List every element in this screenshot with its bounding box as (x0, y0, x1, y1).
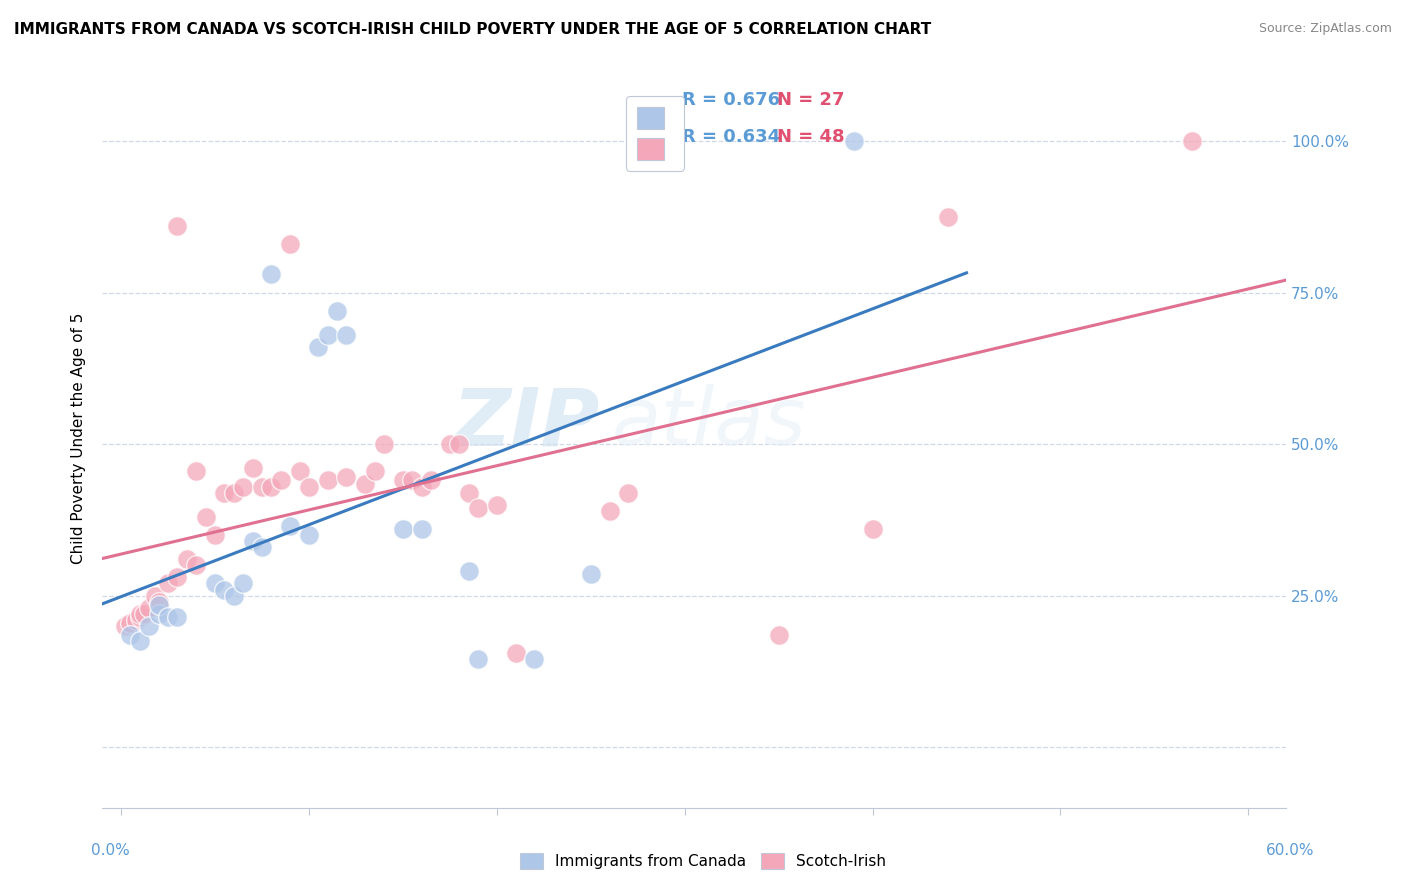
Point (204, 528, 226, 542)
Point (260, 479, 283, 493)
Point (176, 552, 198, 566)
Point (420, 474, 443, 488)
Text: IMMIGRANTS FROM CANADA VS SCOTCH-IRISH CHILD POVERTY UNDER THE AGE OF 5 CORRELAT: IMMIGRANTS FROM CANADA VS SCOTCH-IRISH C… (14, 22, 931, 37)
Text: Source: ZipAtlas.com: Source: ZipAtlas.com (1258, 22, 1392, 36)
Point (316, 474, 339, 488)
Point (401, 474, 423, 488)
Legend: , : , (626, 96, 683, 170)
Point (138, 619, 160, 633)
Point (1181, 134, 1204, 148)
Point (467, 500, 489, 515)
Point (617, 485, 640, 500)
Point (128, 607, 150, 621)
Legend: Immigrants from Canada, Scotch-Irish: Immigrants from Canada, Scotch-Irish (513, 847, 893, 875)
Point (457, 565, 479, 579)
Point (373, 437, 395, 451)
Point (467, 652, 489, 666)
Point (411, 479, 433, 493)
Point (485, 498, 508, 512)
Point (138, 600, 160, 615)
Point (125, 613, 148, 627)
Point (298, 479, 321, 493)
Point (842, 134, 865, 148)
Point (411, 522, 433, 536)
Text: N = 48: N = 48 (778, 128, 845, 146)
Point (439, 437, 461, 451)
Text: atlas: atlas (612, 384, 806, 462)
Point (186, 558, 208, 573)
Point (156, 576, 179, 591)
Point (232, 576, 254, 591)
Point (278, 519, 301, 533)
Point (148, 594, 170, 608)
Point (392, 522, 415, 536)
Point (148, 598, 170, 612)
Point (335, 470, 357, 484)
Point (260, 268, 283, 282)
Point (523, 652, 546, 666)
Point (270, 474, 292, 488)
Point (222, 589, 245, 603)
Point (316, 328, 339, 343)
Point (148, 607, 170, 621)
Point (214, 485, 236, 500)
Point (862, 522, 884, 536)
Point (579, 567, 602, 582)
Point (120, 628, 142, 642)
Point (214, 582, 236, 597)
Point (242, 461, 264, 475)
Point (114, 619, 136, 633)
Point (194, 509, 217, 524)
Point (326, 303, 349, 318)
Point (392, 474, 415, 488)
Point (278, 237, 301, 252)
Point (354, 476, 377, 491)
Point (250, 540, 273, 554)
Point (363, 464, 385, 478)
Point (128, 609, 150, 624)
Point (288, 464, 311, 478)
Point (232, 479, 254, 493)
Point (156, 609, 179, 624)
Point (298, 528, 321, 542)
Point (936, 210, 959, 224)
Point (166, 609, 188, 624)
Point (128, 634, 150, 648)
Point (335, 328, 357, 343)
Point (120, 615, 142, 630)
Point (307, 340, 329, 354)
Text: R = 0.676: R = 0.676 (682, 92, 780, 110)
Point (143, 589, 166, 603)
Point (166, 219, 188, 233)
Point (768, 628, 790, 642)
Point (449, 437, 471, 451)
Y-axis label: Child Poverty Under the Age of 5: Child Poverty Under the Age of 5 (72, 312, 86, 564)
Point (505, 646, 527, 660)
Point (132, 607, 155, 621)
Point (186, 464, 208, 478)
Text: R = 0.634: R = 0.634 (682, 128, 780, 146)
Point (242, 534, 264, 549)
Text: ZIP: ZIP (451, 384, 599, 462)
Text: 60.0%: 60.0% (1267, 843, 1315, 858)
Point (599, 504, 621, 518)
Point (457, 485, 479, 500)
Point (166, 570, 188, 584)
Point (222, 485, 245, 500)
Point (250, 479, 273, 493)
Text: N = 27: N = 27 (778, 92, 845, 110)
Text: 0.0%: 0.0% (91, 843, 131, 858)
Point (204, 576, 226, 591)
